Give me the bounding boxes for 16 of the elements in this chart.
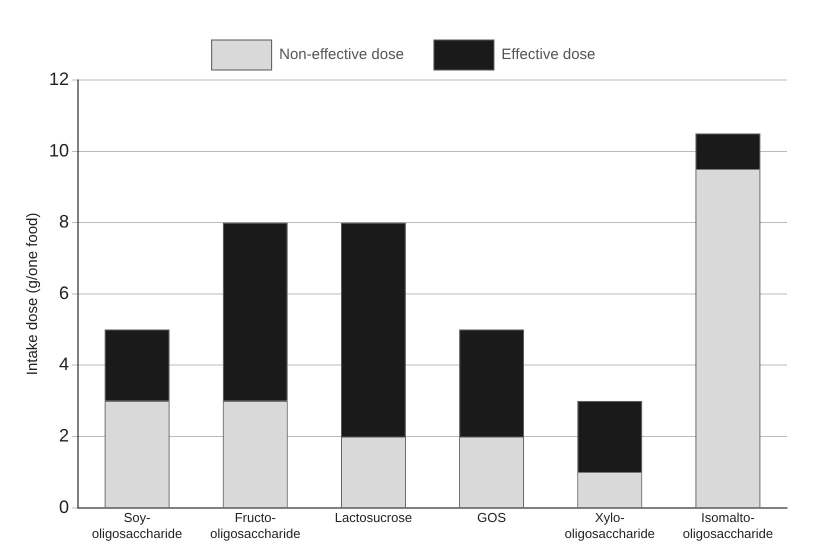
x-tick-label: Xylo-oligosaccharide [564, 510, 655, 541]
x-tick-label: Isomalto-oligosaccharide [682, 510, 774, 541]
y-tick-label: 0 [59, 496, 70, 517]
x-tick-label: GOS [477, 510, 506, 526]
x-tick-label: Fructo-oligosaccharide [210, 510, 300, 541]
y-tick-label: 8 [59, 212, 70, 232]
y-tick-label: 12 [48, 68, 70, 89]
legend-label: Effective dose [501, 46, 596, 64]
x-tick-label: Lactosucrose [334, 510, 412, 526]
y-axis-title: Intake dose (g/one food) [24, 212, 42, 376]
x-tick-label: Soy-oligosaccharide [92, 510, 182, 541]
y-tick-label: 10 [48, 140, 70, 160]
y-tick-label: 6 [59, 282, 70, 303]
legend-label: Non-effective dose [279, 46, 404, 64]
y-tick-label: 2 [59, 425, 70, 446]
y-tick-label: 4 [59, 354, 70, 374]
